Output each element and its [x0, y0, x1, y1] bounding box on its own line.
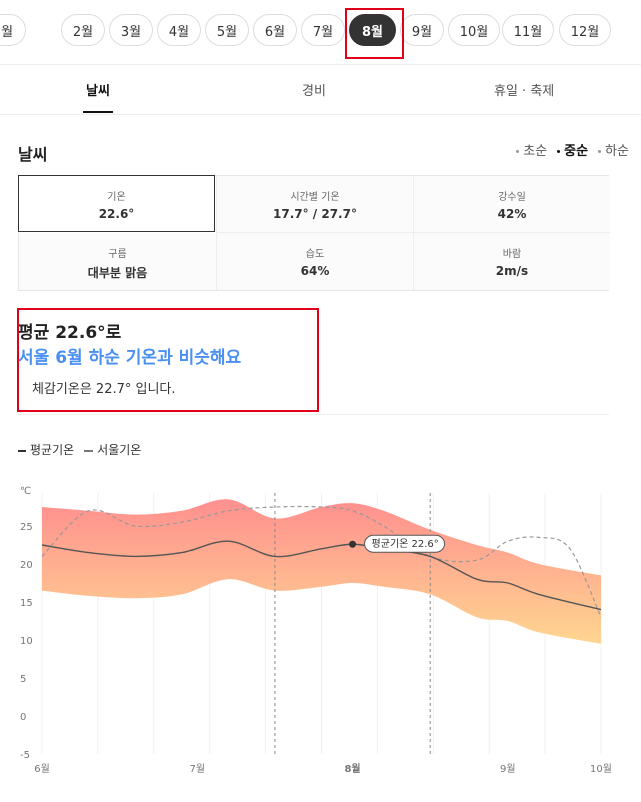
dashed-line-icon: [84, 449, 94, 452]
tab-bar: 날씨 경비 휴일 · 축제: [0, 64, 641, 115]
month-1[interactable]: 1월: [0, 14, 26, 46]
period-late-label: 하순: [605, 144, 629, 159]
x-tick-label: 7월: [189, 763, 205, 775]
stat-label: 습도: [305, 249, 325, 260]
period-late[interactable]: 하순: [598, 140, 629, 159]
y-tick-label: 25: [20, 522, 33, 533]
stat-label: 구름: [108, 249, 127, 260]
month-11[interactable]: 11월: [502, 14, 554, 46]
stat-value: 17.7° / 27.7°: [273, 207, 357, 221]
solid-line-icon: [18, 449, 26, 452]
y-tick-label: 5: [20, 674, 26, 685]
highlight-box-summary: [17, 308, 319, 412]
stat-label: 시간별 기온: [290, 192, 340, 203]
month-9[interactable]: 9월: [400, 14, 444, 46]
divider: [18, 414, 609, 415]
x-tick-label: 8월: [344, 763, 360, 775]
temperature-chart: ℃ -5 0 5 10 15 20 25 6월 7월 8월 9월 10월 평균기온 22.6°: [20, 486, 612, 775]
x-tick-label: 10월: [590, 763, 612, 775]
month-6[interactable]: 6월: [253, 14, 297, 46]
dot-icon: [598, 150, 602, 153]
stat-value: 64%: [300, 264, 330, 278]
month-5[interactable]: 5월: [205, 14, 249, 46]
avg-temp-callout-box: [364, 534, 446, 553]
highlight-box-month: [345, 8, 404, 59]
stat-value: 2m/s: [495, 264, 529, 278]
month-3[interactable]: 3월: [109, 14, 153, 46]
legend-seoul: 서울기온: [84, 441, 141, 458]
month-12[interactable]: 12월: [559, 14, 611, 46]
month-10[interactable]: 10월: [448, 14, 500, 46]
x-tick-label: 6월: [34, 763, 50, 775]
stat-rain-days: 강수일 42%: [413, 176, 610, 233]
stat-value: 42%: [497, 207, 527, 221]
stat-value: 대부분 맑음: [87, 266, 148, 280]
stat-temperature[interactable]: 기온 22.6°: [18, 175, 215, 232]
tab-underline: [83, 111, 113, 113]
chart-legend: 평균기온 서울기온: [18, 441, 141, 458]
summary-title: 평균 22.6°로: [18, 323, 122, 343]
temperature-range-band: [42, 499, 601, 644]
period-mid-label: 중순: [564, 144, 589, 159]
dot-icon: [516, 150, 520, 153]
stat-label: 바람: [502, 249, 522, 260]
stat-value: 22.6°: [98, 207, 135, 221]
stat-label: 기온: [107, 192, 126, 203]
period-mid[interactable]: 중순: [557, 140, 588, 159]
y-tick-label: 20: [20, 560, 33, 571]
summary-subtitle: 서울 6월 하순 기온과 비슷해요: [18, 348, 242, 368]
avg-temp-point: [349, 540, 357, 548]
section-title: 날씨: [18, 145, 48, 164]
tab-holiday[interactable]: 휴일 · 축제: [494, 84, 555, 99]
month-8[interactable]: 8월: [349, 14, 396, 46]
avg-temp-callout: 평균기온 22.6°: [372, 538, 439, 550]
stat-label: 강수일: [498, 192, 526, 203]
x-tick-label: 9월: [500, 763, 516, 775]
y-axis-unit: ℃: [20, 486, 31, 497]
period-selector: 초순 중순 하순: [516, 140, 629, 159]
legend-seoul-label: 서울기온: [97, 443, 142, 457]
month-7[interactable]: 7월: [301, 14, 345, 46]
legend-avg: 평균기온: [18, 441, 74, 458]
y-tick-label: 10: [20, 636, 33, 647]
summary-description: 체감기온은 22.7° 입니다.: [32, 382, 176, 397]
stat-wind: 바람 2m/s: [413, 233, 610, 290]
seoul-temp-line: [41, 505, 602, 618]
legend-avg-label: 평균기온: [30, 443, 75, 457]
tab-cost[interactable]: 경비: [302, 84, 326, 99]
stat-humidity: 습도 64%: [216, 233, 413, 290]
period-early-label: 초순: [523, 144, 548, 159]
month-4[interactable]: 4월: [157, 14, 201, 46]
stat-hourly-temperature: 시간별 기온 17.7° / 27.7°: [216, 176, 413, 233]
y-tick-label: 15: [20, 598, 33, 609]
y-tick-label: 0: [20, 712, 26, 723]
tab-weather[interactable]: 날씨: [86, 84, 110, 99]
period-early[interactable]: 초순: [516, 140, 547, 159]
y-tick-label: -5: [20, 750, 30, 761]
dot-icon: [557, 150, 561, 153]
avg-temp-line: [41, 540, 602, 611]
month-2[interactable]: 2월: [61, 14, 105, 46]
